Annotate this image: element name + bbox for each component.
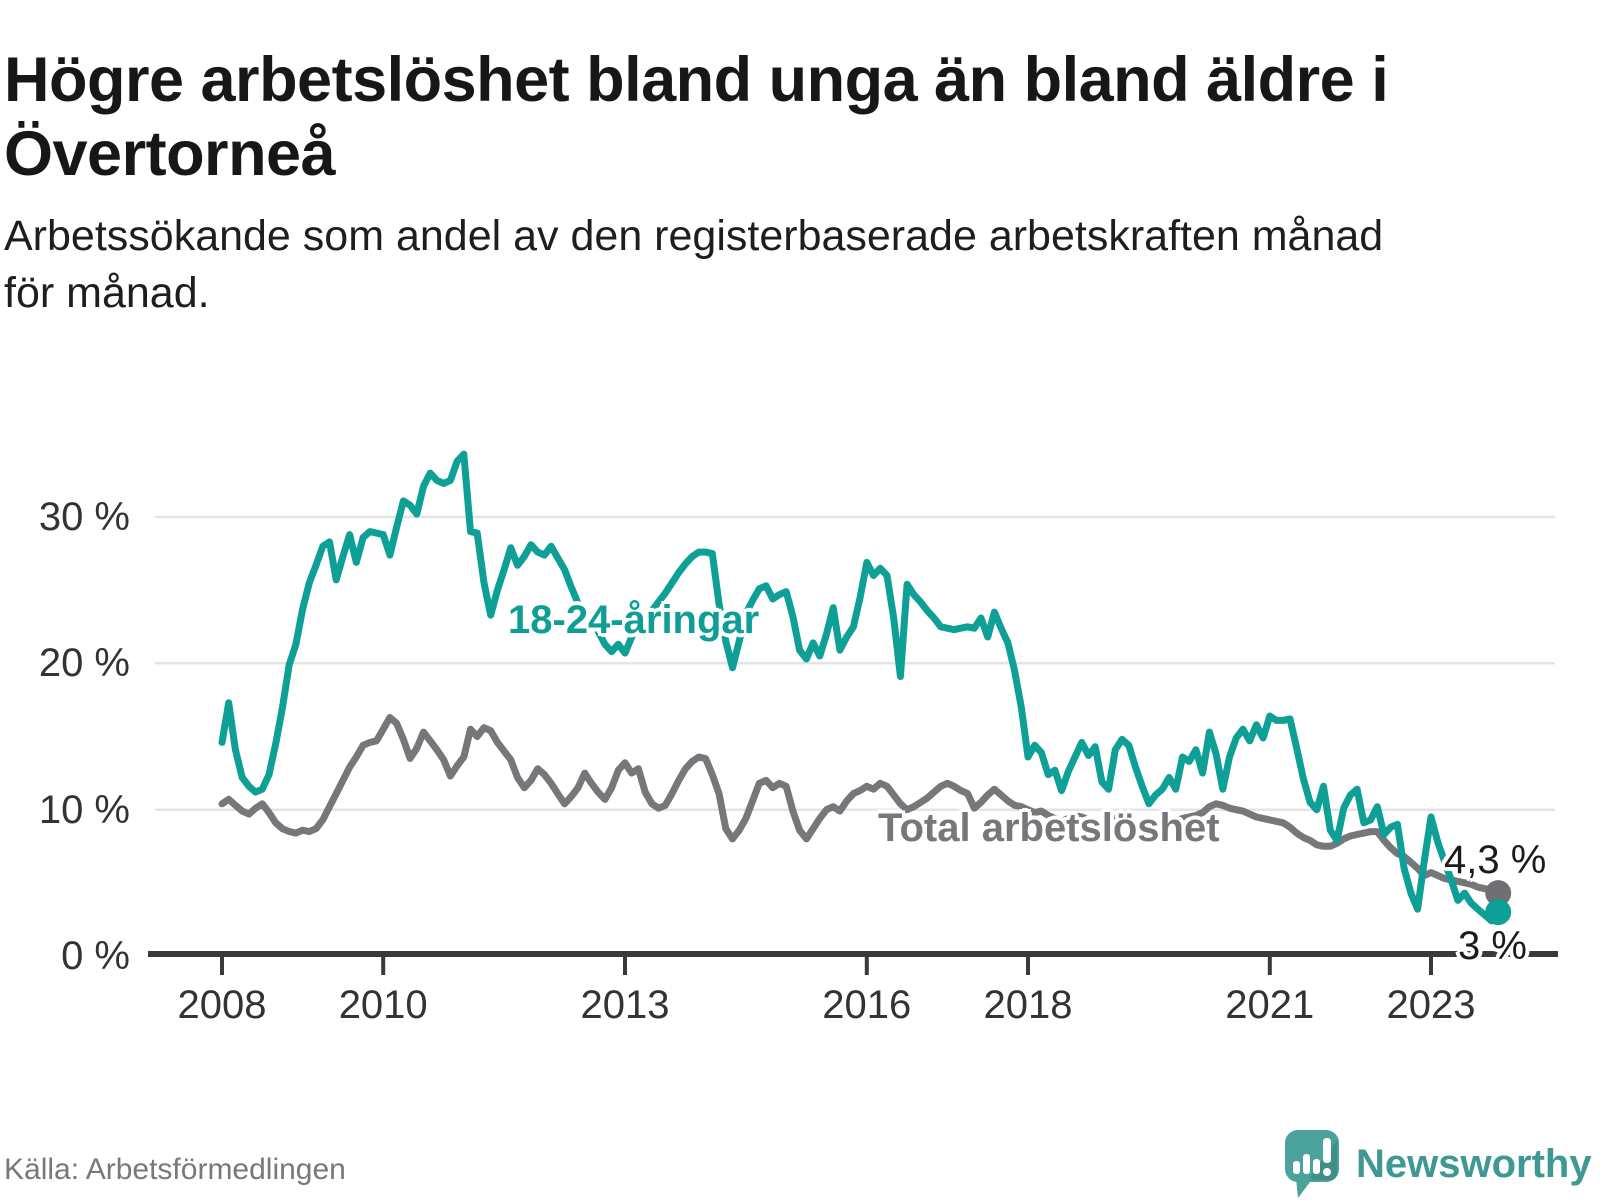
page-subtitle: Arbetssökande som andel av den registerb… — [4, 212, 1384, 317]
source-note: Källa: Arbetsförmedlingen — [4, 1153, 346, 1186]
x-axis-tick-label: 2021 — [1225, 983, 1315, 1027]
y-axis-tick-label: 20 % — [38, 641, 130, 686]
youth-series-line — [218, 450, 1502, 925]
newsworthy-speech-bubble-icon — [1285, 1130, 1339, 1198]
y-axis-tick-label: 10 % — [38, 787, 130, 832]
newsworthy-logo: Newsworthy — [1284, 1128, 1592, 1200]
y-axis-tick-label: 30 % — [38, 495, 130, 539]
x-axis-tick-label: 2008 — [177, 983, 267, 1027]
page-title: Högre arbetslöshet bland unga än bland ä… — [4, 45, 1389, 189]
end-value-label-youth: 3 % — [1458, 924, 1527, 968]
youth-end-dot — [1485, 899, 1512, 926]
x-axis-tick-label: 2013 — [580, 983, 670, 1027]
x-axis-tick-label: 2016 — [822, 983, 912, 1027]
newsworthy-logo-text: Newsworthy — [1356, 1141, 1592, 1186]
total-series-line — [218, 714, 1502, 897]
x-axis-tick-label: 2010 — [338, 983, 428, 1027]
total-end-dot — [1485, 880, 1512, 907]
end-value-label-total: 4,3 % — [1444, 838, 1547, 882]
y-axis-tick-label: 0 % — [61, 934, 130, 978]
x-axis-tick-label: 2018 — [983, 983, 1073, 1027]
x-axis-tick-label: 2023 — [1386, 983, 1476, 1027]
series-label-youth: 18-24-åringar — [508, 598, 760, 642]
series-label-total: Total arbetslöshet — [878, 806, 1220, 850]
